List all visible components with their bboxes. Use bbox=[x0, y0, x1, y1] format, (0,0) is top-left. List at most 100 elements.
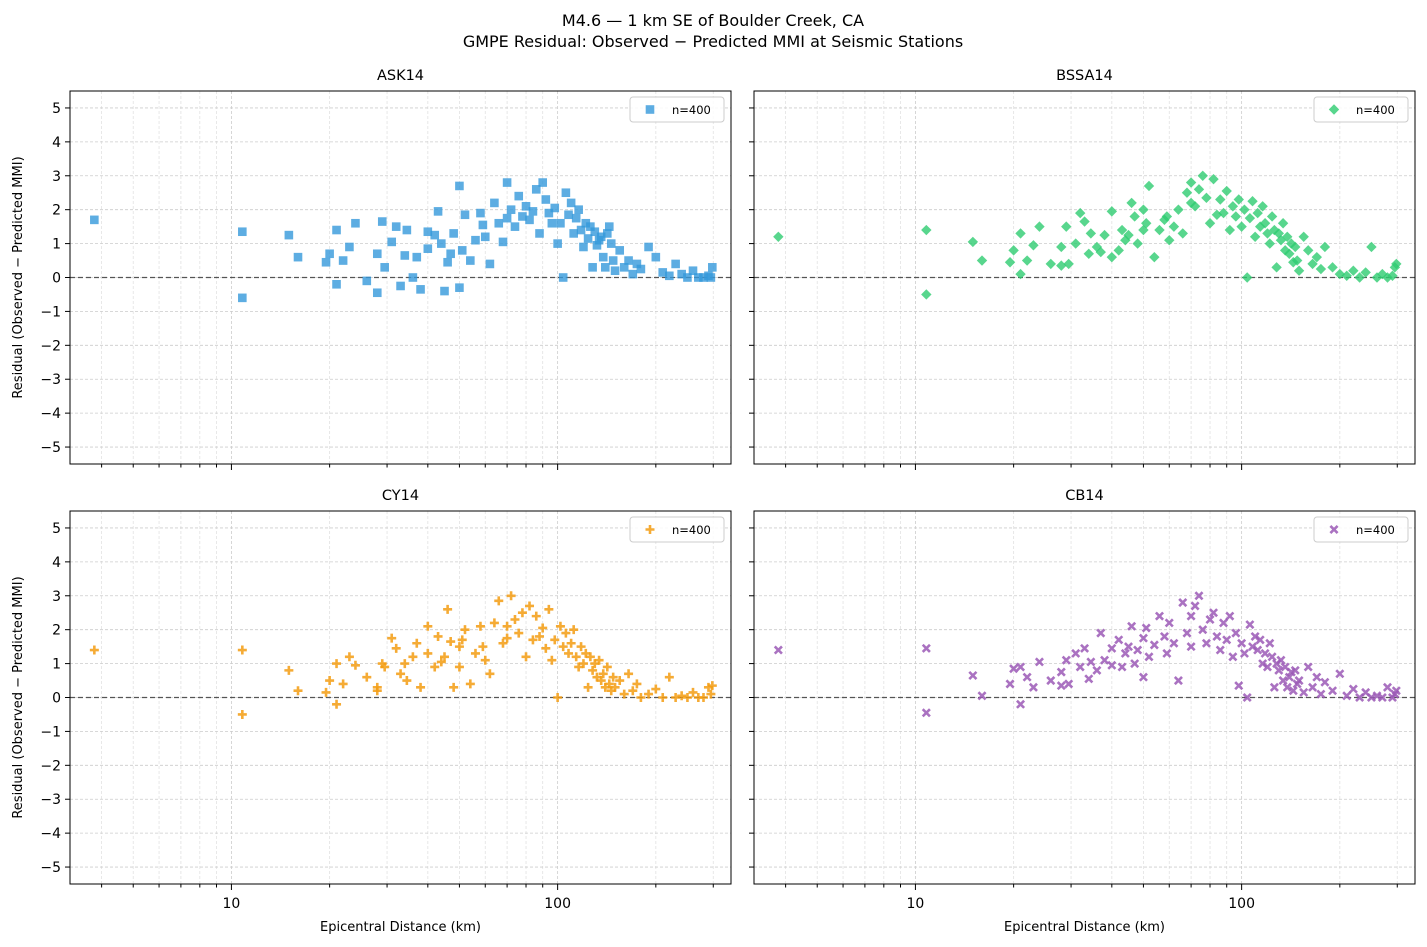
data-point bbox=[490, 198, 499, 208]
grid bbox=[754, 511, 1415, 884]
data-point bbox=[1244, 212, 1256, 224]
legend-label: n=400 bbox=[1356, 523, 1395, 537]
data-point bbox=[608, 256, 618, 265]
data-point bbox=[1271, 262, 1282, 273]
data-point bbox=[541, 643, 551, 653]
data-point bbox=[1308, 682, 1318, 692]
data-point bbox=[1267, 652, 1277, 662]
data-point bbox=[1264, 238, 1275, 249]
data-point bbox=[446, 637, 456, 647]
data-point bbox=[1298, 231, 1309, 243]
data-point bbox=[1391, 258, 1402, 270]
legend-label: n=400 bbox=[1356, 103, 1395, 117]
data-point bbox=[1016, 662, 1026, 672]
data-point bbox=[538, 178, 548, 187]
data-point bbox=[1159, 214, 1170, 226]
data-point bbox=[1288, 686, 1298, 696]
x-axis-label: Epicentral Distance (km) bbox=[320, 920, 481, 935]
y-tick-label: 2 bbox=[52, 623, 61, 639]
data-point bbox=[1252, 207, 1263, 219]
data-point bbox=[677, 269, 686, 279]
data-point bbox=[446, 249, 455, 259]
y-tick-label: −3 bbox=[40, 792, 61, 808]
data-point bbox=[1204, 218, 1216, 229]
data-point bbox=[1348, 684, 1358, 694]
data-point bbox=[1009, 664, 1019, 674]
data-point bbox=[408, 273, 418, 282]
data-point bbox=[1255, 635, 1265, 645]
data-point bbox=[1212, 631, 1222, 641]
data-point bbox=[636, 693, 646, 702]
data-point bbox=[1070, 238, 1081, 249]
data-point bbox=[498, 237, 508, 247]
data-point bbox=[402, 676, 412, 686]
data-point bbox=[561, 628, 571, 638]
data-point bbox=[574, 205, 583, 214]
data-point bbox=[603, 229, 612, 238]
data-point bbox=[773, 645, 783, 655]
data-point bbox=[338, 679, 348, 689]
data-point bbox=[345, 242, 354, 252]
data-point bbox=[1391, 686, 1401, 696]
data-point bbox=[402, 225, 412, 235]
data-point bbox=[1056, 241, 1067, 253]
data-point bbox=[1154, 224, 1165, 236]
data-point bbox=[1185, 177, 1197, 188]
data-point bbox=[1222, 635, 1232, 645]
data-point bbox=[478, 220, 488, 230]
data-point bbox=[1063, 258, 1074, 270]
data-point bbox=[682, 693, 692, 702]
data-point bbox=[671, 259, 680, 269]
data-point bbox=[1130, 659, 1140, 669]
data-point bbox=[489, 618, 499, 628]
data-point bbox=[571, 213, 581, 223]
data-point bbox=[1181, 187, 1193, 198]
panel-ask14: −5 −4 −3 −2 −1 0 1 2 3 4 5 ASK14 Residual (Observed … bbox=[11, 68, 732, 470]
data-point bbox=[1084, 674, 1094, 684]
data-point bbox=[478, 642, 488, 652]
data-point bbox=[553, 693, 563, 702]
y-tick-label: 2 bbox=[52, 203, 61, 219]
data-point bbox=[1233, 194, 1244, 205]
data-point bbox=[372, 249, 382, 259]
data-point bbox=[558, 273, 568, 282]
data-point bbox=[538, 623, 548, 633]
data-point bbox=[433, 631, 443, 641]
data-point bbox=[1107, 660, 1117, 670]
scatter-series-cy14 bbox=[89, 591, 717, 719]
data-point bbox=[1079, 216, 1090, 227]
data-point bbox=[1234, 681, 1244, 691]
legend-box bbox=[629, 516, 725, 543]
data-point bbox=[1348, 265, 1359, 276]
y-tick-label: 1 bbox=[52, 237, 61, 253]
data-point bbox=[1162, 648, 1172, 658]
data-point bbox=[90, 215, 99, 225]
data-point bbox=[1282, 231, 1293, 243]
data-point bbox=[1201, 192, 1212, 204]
legend: n=400 bbox=[1313, 516, 1409, 543]
data-point bbox=[541, 195, 551, 204]
data-point bbox=[1225, 611, 1235, 621]
data-point bbox=[1303, 662, 1313, 672]
data-point bbox=[457, 246, 467, 255]
scatter-series-cb14 bbox=[773, 591, 1401, 718]
data-point bbox=[321, 257, 331, 267]
data-point bbox=[476, 208, 485, 218]
data-point bbox=[564, 210, 573, 220]
data-point bbox=[658, 268, 668, 277]
data-point bbox=[237, 645, 247, 655]
data-point bbox=[528, 635, 538, 645]
data-point bbox=[372, 288, 382, 298]
data-point bbox=[455, 283, 464, 292]
data-point bbox=[350, 660, 360, 670]
data-point bbox=[1249, 231, 1261, 243]
data-point bbox=[1045, 258, 1056, 270]
data-point bbox=[455, 181, 464, 191]
data-point bbox=[514, 191, 524, 201]
data-point bbox=[610, 682, 620, 692]
data-point bbox=[592, 240, 602, 250]
data-point bbox=[423, 244, 433, 253]
data-point bbox=[683, 273, 692, 282]
data-point bbox=[561, 188, 571, 198]
data-point bbox=[525, 215, 534, 225]
